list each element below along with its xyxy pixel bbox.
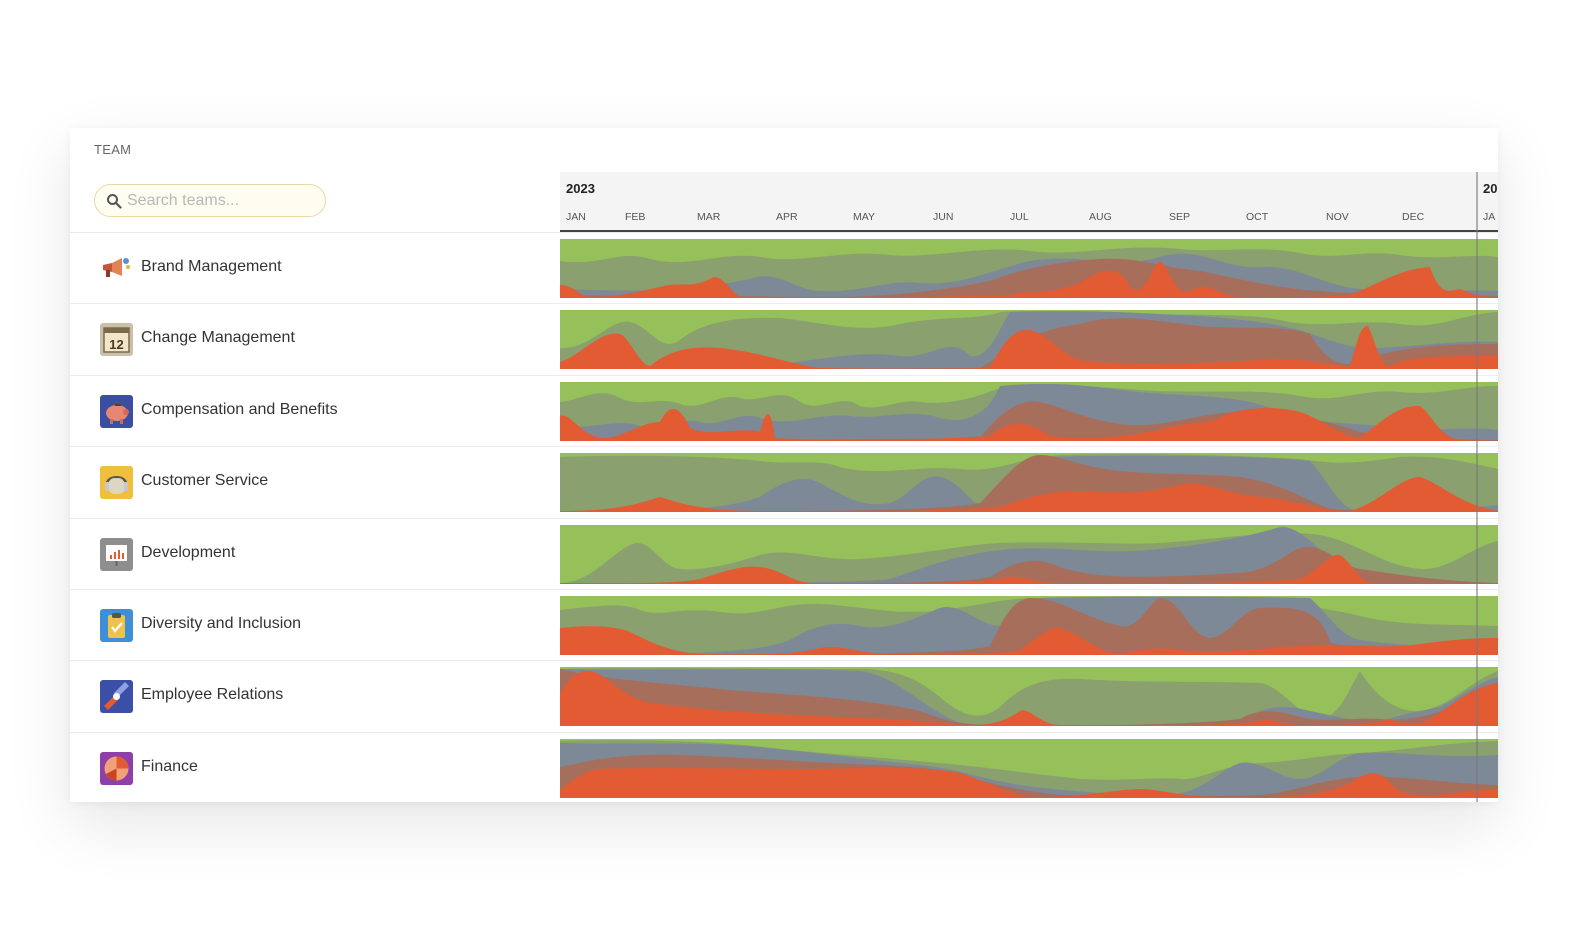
year-label: 2023 <box>566 181 595 196</box>
team-list: Brand Management 12 Change Management <box>70 232 1498 803</box>
activity-streamgraph <box>560 667 1498 727</box>
activity-streamgraph <box>560 595 1498 655</box>
headset-icon <box>100 466 133 500</box>
pie-chart-icon <box>100 751 133 785</box>
month-label: APR <box>776 211 798 223</box>
month-label: AUG <box>1089 211 1112 223</box>
month-label: JUN <box>933 211 954 223</box>
search-box[interactable] <box>94 184 326 217</box>
month-label: JAN <box>566 211 586 223</box>
team-row[interactable]: Diversity and Inclusion <box>70 588 1498 660</box>
month-label: MAR <box>697 211 721 223</box>
search-icon <box>107 194 122 209</box>
activity-streamgraph <box>560 738 1498 798</box>
team-row[interactable]: Employee Relations <box>70 660 1498 731</box>
month-label: MAY <box>853 211 875 223</box>
next-year-label: 20 <box>1483 181 1498 196</box>
search-input[interactable] <box>127 185 317 216</box>
activity-streamgraph <box>560 381 1498 441</box>
team-row[interactable]: Finance <box>70 731 1498 803</box>
piggy-bank-icon <box>100 394 133 428</box>
svg-text:12: 12 <box>109 337 123 352</box>
megaphone-icon <box>100 252 133 285</box>
handshake-icon <box>100 680 133 714</box>
team-timeline-panel: TEAM 2023 20 JAN FEB MAR APR MAY JUN JUL… <box>70 128 1498 802</box>
team-row[interactable]: 12 Change Management <box>70 303 1498 374</box>
team-name: Customer Service <box>141 472 269 490</box>
team-row[interactable]: Compensation and Benefits <box>70 374 1498 446</box>
team-name: Compensation and Benefits <box>141 400 338 418</box>
month-label: DEC <box>1402 211 1425 223</box>
month-label: JUL <box>1010 211 1029 223</box>
activity-streamgraph <box>560 453 1498 513</box>
team-column-header: TEAM <box>94 142 132 157</box>
calendar-icon: 12 <box>100 323 133 357</box>
team-name: Change Management <box>141 329 295 347</box>
activity-streamgraph <box>560 524 1498 584</box>
team-row[interactable]: Development <box>70 517 1498 589</box>
month-label: JA <box>1483 211 1496 223</box>
team-row[interactable]: Brand Management <box>70 232 1498 303</box>
activity-streamgraph <box>560 310 1498 370</box>
team-name: Development <box>141 543 236 561</box>
team-name: Finance <box>141 757 198 775</box>
year-divider <box>1476 172 1478 802</box>
team-row[interactable]: Customer Service <box>70 446 1498 517</box>
team-name: Brand Management <box>141 258 282 275</box>
clipboard-icon <box>100 608 133 642</box>
activity-streamgraph <box>560 239 1498 298</box>
presentation-chart-icon <box>100 537 133 571</box>
month-label: NOV <box>1326 211 1349 223</box>
month-label: SEP <box>1169 211 1191 223</box>
month-label: OCT <box>1246 211 1269 223</box>
timeline-header: 2023 20 JAN FEB MAR APR MAY JUN JUL AUG … <box>560 172 1498 232</box>
month-label: FEB <box>625 211 646 223</box>
team-name: Employee Relations <box>141 686 284 704</box>
team-name: Diversity and Inclusion <box>141 614 302 632</box>
